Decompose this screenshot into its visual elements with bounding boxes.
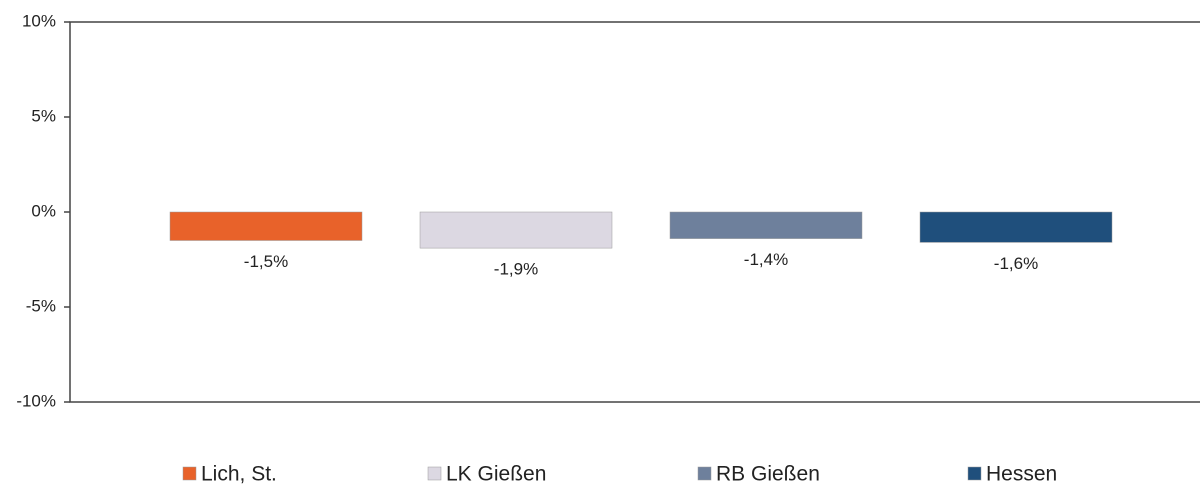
value-label: -1,9% [494,260,538,279]
bar [169,211,363,241]
bar [919,211,1113,243]
legend-swatch [182,466,197,481]
y-tick-label: 5% [31,106,56,125]
y-tick-label: -5% [26,296,56,315]
y-tick-label: 0% [31,201,56,220]
legend-swatch [967,466,982,481]
legend-label: Hessen [986,463,1057,486]
value-label: -1,5% [244,252,288,271]
y-tick-label: 10% [22,11,56,30]
y-tick-label: -10% [16,391,56,410]
value-label: -1,6% [994,254,1038,273]
bar [419,211,613,249]
legend-label: LK Gießen [446,463,546,486]
legend-swatch [427,466,442,481]
legend-label: Lich, St. [201,463,277,486]
value-label: -1,4% [744,250,788,269]
legend-label: RB Gießen [716,463,820,486]
legend-swatch [697,466,712,481]
bar [669,211,863,239]
